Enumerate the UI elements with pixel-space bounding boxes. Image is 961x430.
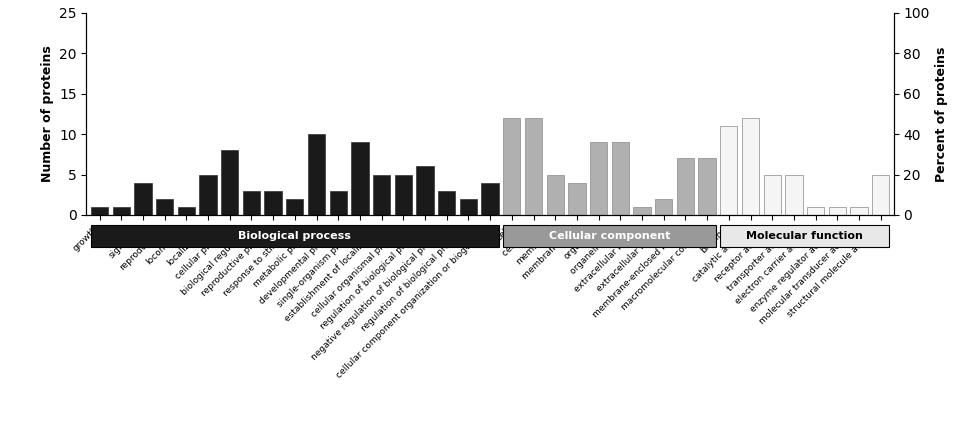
- Y-axis label: Number of proteins: Number of proteins: [40, 46, 54, 182]
- Bar: [112, 207, 130, 215]
- Bar: [633, 207, 651, 215]
- Bar: [525, 118, 542, 215]
- Bar: [178, 207, 195, 215]
- Bar: [655, 199, 673, 215]
- Bar: [547, 175, 564, 215]
- Bar: [135, 183, 152, 215]
- Bar: [459, 199, 477, 215]
- Bar: [416, 166, 433, 215]
- Bar: [156, 199, 173, 215]
- Text: Cellular component: Cellular component: [549, 231, 670, 241]
- Text: Biological process: Biological process: [238, 231, 352, 241]
- Bar: [677, 158, 694, 215]
- Bar: [373, 175, 390, 215]
- Bar: [395, 175, 412, 215]
- Bar: [850, 207, 868, 215]
- Bar: [590, 142, 607, 215]
- Bar: [264, 191, 282, 215]
- Bar: [720, 126, 737, 215]
- Bar: [438, 191, 456, 215]
- Bar: [785, 175, 802, 215]
- Bar: [330, 191, 347, 215]
- Bar: [91, 207, 109, 215]
- Bar: [286, 199, 304, 215]
- Bar: [308, 134, 325, 215]
- Bar: [481, 183, 499, 215]
- Bar: [504, 118, 521, 215]
- Bar: [568, 183, 585, 215]
- Y-axis label: Percent of proteins: Percent of proteins: [935, 46, 949, 181]
- Bar: [742, 118, 759, 215]
- Text: Molecular function: Molecular function: [747, 231, 863, 241]
- Bar: [221, 150, 238, 215]
- Bar: [199, 175, 216, 215]
- Bar: [872, 175, 889, 215]
- Bar: [807, 207, 825, 215]
- Bar: [828, 207, 846, 215]
- Bar: [699, 158, 716, 215]
- Bar: [351, 142, 369, 215]
- Bar: [611, 142, 629, 215]
- Bar: [243, 191, 260, 215]
- Bar: [764, 175, 781, 215]
